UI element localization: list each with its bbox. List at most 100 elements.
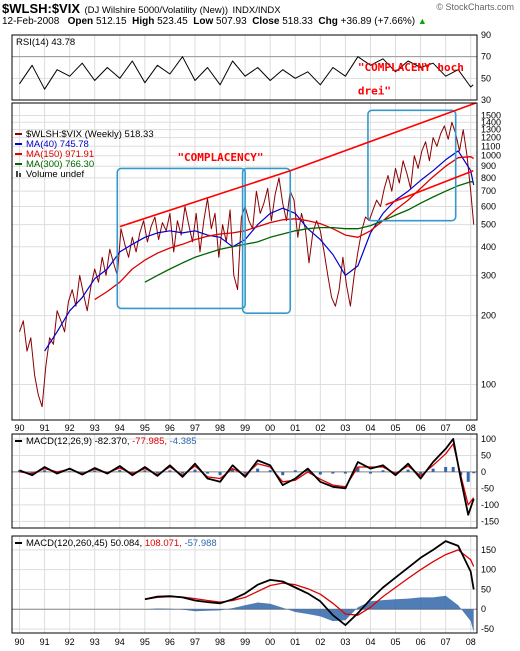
chg-value: +36.89 (+7.66%) xyxy=(340,16,416,27)
rsi-ytick-30: 30 xyxy=(481,95,491,105)
macd2-ytick-100: 100 xyxy=(481,565,496,575)
up-arrow-icon: ▲ xyxy=(417,16,427,26)
macd2-title-part-2: 108.071, xyxy=(145,538,185,549)
macd1-ytick-50: 50 xyxy=(481,450,491,460)
rsi-line xyxy=(19,56,474,90)
macd1-ytick--100: -100 xyxy=(481,500,499,510)
xtick-bottom-01: 01 xyxy=(290,637,300,647)
xtick-bottom-95: 95 xyxy=(140,637,150,647)
trendline-3 xyxy=(385,169,474,206)
price-ytick-500: 500 xyxy=(481,220,496,230)
annotation-1: "COMPLACENCY" xyxy=(177,151,263,164)
macd1-macd-line xyxy=(19,437,475,516)
xtick-mid-05: 05 xyxy=(391,423,401,433)
text-layer: 3050709010020030040050060070080090010001… xyxy=(15,30,502,647)
annotation-2: "COMPLACENY hoch xyxy=(358,61,464,74)
macd1-title-part-0: MACD(12,26,9) xyxy=(26,436,95,447)
xtick-bottom-92: 92 xyxy=(65,637,75,647)
price-series-ma300 xyxy=(144,181,474,283)
macd1-title-part-2: -77.985, xyxy=(132,436,170,447)
xtick-bottom-00: 00 xyxy=(265,637,275,647)
xtick-mid-96: 96 xyxy=(165,423,175,433)
price-panel-frame xyxy=(11,102,478,421)
macd2-title-part-3: -57.988 xyxy=(184,538,216,549)
symbol-name: (DJ Wilshire 5000/Volatility (New)) xyxy=(84,5,229,16)
legend-ma150: MA(150) 971.91 xyxy=(26,149,94,160)
xtick-bottom-99: 99 xyxy=(240,637,250,647)
price-ytick-1300: 1300 xyxy=(481,125,501,135)
xtick-bottom-07: 07 xyxy=(441,637,451,647)
xtick-mid-04: 04 xyxy=(365,423,375,433)
complacency-box-1 xyxy=(116,167,246,310)
macd2-panel-frame xyxy=(11,535,478,634)
exchange-label: INDX/INDX xyxy=(232,5,281,16)
complacency-box-2 xyxy=(241,167,292,315)
rsi-ytick-50: 50 xyxy=(481,73,491,83)
high-label: High xyxy=(132,16,155,27)
ohlc-line: 12-Feb-2008 Open 512.15 High 523.45 Low … xyxy=(2,16,427,27)
macd1-ytick-0: 0 xyxy=(481,467,486,477)
xtick-mid-06: 06 xyxy=(416,423,426,433)
macd2-ytick--50: -50 xyxy=(481,624,494,634)
open-value: 512.15 xyxy=(95,16,127,27)
xtick-bottom-03: 03 xyxy=(340,637,350,647)
xtick-bottom-90: 90 xyxy=(15,637,25,647)
xtick-mid-02: 02 xyxy=(315,423,325,433)
panel-frames xyxy=(11,34,478,634)
price-ytick-800: 800 xyxy=(481,173,496,183)
xtick-mid-07: 07 xyxy=(441,423,451,433)
low-value: 507.93 xyxy=(216,16,247,27)
xtick-mid-90: 90 xyxy=(15,423,25,433)
xtick-mid-08: 08 xyxy=(466,423,476,433)
high-value: 523.45 xyxy=(157,16,188,27)
xtick-bottom-98: 98 xyxy=(215,637,225,647)
rsi-ytick-90: 90 xyxy=(481,30,491,40)
price-series-price xyxy=(19,121,475,408)
marks-layer xyxy=(12,56,477,633)
macd2-title-part-1: 50.084, xyxy=(110,538,144,549)
trendline-2 xyxy=(289,102,477,172)
price-ytick-900: 900 xyxy=(481,161,496,171)
xtick-bottom-02: 02 xyxy=(315,637,325,647)
xtick-mid-92: 92 xyxy=(65,423,75,433)
close-value: 518.33 xyxy=(282,16,313,27)
xtick-mid-97: 97 xyxy=(190,423,200,433)
quote-date: 12-Feb-2008 xyxy=(2,16,60,27)
watermark: © StockCharts.com xyxy=(436,2,514,12)
annotation-3: drei" xyxy=(358,85,391,98)
legend-ma300: MA(300) 766.30 xyxy=(26,159,94,170)
rsi-ytick-70: 70 xyxy=(481,52,491,62)
macd1-panel-frame xyxy=(11,433,478,529)
macd1-title-part-1: -82.370, xyxy=(95,436,133,447)
xtick-mid-99: 99 xyxy=(240,423,250,433)
rsi-title: RSI(14) 43.78 xyxy=(16,37,75,48)
price-ytick-1100: 1100 xyxy=(481,141,500,151)
symbol-title: $WLSH:$VIX xyxy=(2,1,81,16)
xtick-bottom-04: 04 xyxy=(365,637,375,647)
chart-header: $WLSH:$VIX (DJ Wilshire 5000/Volatility … xyxy=(2,0,518,32)
trendline-1 xyxy=(119,169,291,228)
price-ytick-100: 100 xyxy=(481,380,496,390)
price-ytick-1500: 1500 xyxy=(481,110,501,120)
legend-ma40: MA(40) 745.78 xyxy=(26,139,89,150)
price-ytick-1400: 1400 xyxy=(481,117,501,127)
xtick-mid-94: 94 xyxy=(115,423,125,433)
macd2-ytick-150: 150 xyxy=(481,545,496,555)
macd2-ytick-0: 0 xyxy=(481,604,486,614)
macd2-ytick-50: 50 xyxy=(481,584,491,594)
xtick-bottom-91: 91 xyxy=(40,637,50,647)
macd1-title: MACD(12,26,9) -82.370, -77.985, -4.385 xyxy=(26,436,197,447)
price-ytick-1000: 1000 xyxy=(481,151,501,161)
macd2-macd-line xyxy=(144,540,475,626)
legend-vol: Volume undef xyxy=(26,169,84,180)
price-ytick-200: 200 xyxy=(481,311,496,321)
macd1-ytick-100: 100 xyxy=(481,434,496,444)
xtick-mid-03: 03 xyxy=(340,423,350,433)
low-label: Low xyxy=(193,16,214,27)
chg-label: Chg xyxy=(318,16,338,27)
open-label: Open xyxy=(67,16,94,27)
macd2-histogram xyxy=(144,595,474,633)
price-ytick-600: 600 xyxy=(481,201,496,211)
xtick-bottom-96: 96 xyxy=(165,637,175,647)
